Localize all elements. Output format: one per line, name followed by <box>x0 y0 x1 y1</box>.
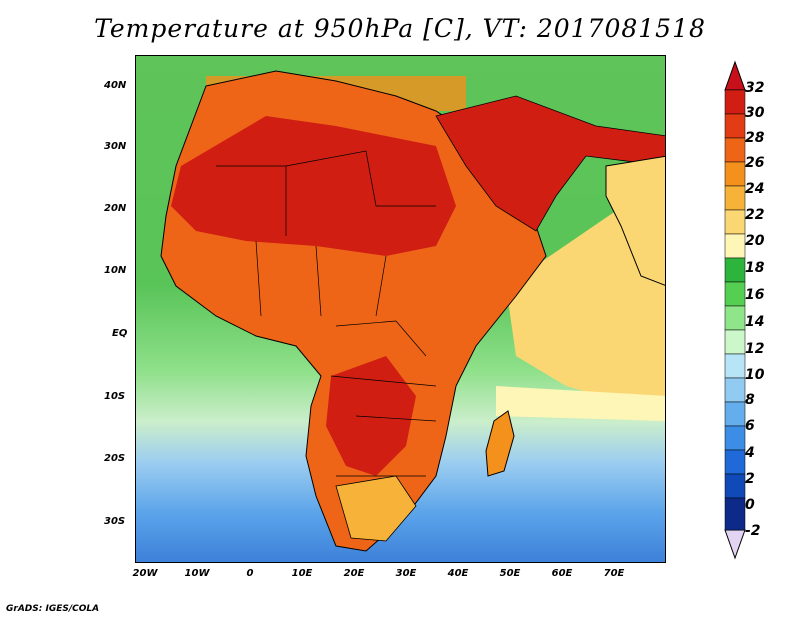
arabia-hot-core <box>435 95 665 232</box>
cb-swatch <box>724 137 746 163</box>
temperature-field <box>136 56 665 562</box>
colorbar <box>724 60 746 560</box>
lon-label: 20W <box>132 568 158 579</box>
southern-africa-hot-core <box>326 356 416 476</box>
colorbar-label: 20 <box>745 233 765 249</box>
lat-label: 20N <box>104 203 127 214</box>
lon-label: 10W <box>184 568 210 579</box>
colorbar-top-arrow <box>724 60 746 91</box>
cb-swatch <box>724 185 746 211</box>
colorbar-label: 6 <box>745 418 755 434</box>
lon-label: 60E <box>551 568 573 579</box>
colorbar-swatches <box>724 89 746 531</box>
cb-swatch <box>724 449 746 475</box>
colorbar-label: 26 <box>745 155 765 171</box>
colorbar-label: 24 <box>745 181 765 197</box>
cb-swatch <box>724 353 746 379</box>
colorbar-label: 4 <box>745 445 755 461</box>
colorbar-label: 18 <box>745 260 765 276</box>
lat-label: 30S <box>104 516 126 527</box>
country-borders <box>216 150 437 477</box>
lon-label: 70E <box>603 568 625 579</box>
cb-swatch <box>724 209 746 235</box>
map-plot-area <box>135 55 666 563</box>
colorbar-label: 2 <box>745 471 755 487</box>
lon-label: 10E <box>291 568 313 579</box>
lon-label: 30E <box>395 568 417 579</box>
lat-label: 30N <box>104 141 127 152</box>
lon-label: 40E <box>447 568 469 579</box>
india-landmass <box>605 155 665 286</box>
cb-swatch <box>724 425 746 451</box>
lon-label: 50E <box>499 568 521 579</box>
colorbar-label: 22 <box>745 207 765 223</box>
colorbar-label: 14 <box>745 314 765 330</box>
lat-label: 20S <box>104 453 126 464</box>
colorbar-label: -2 <box>745 523 761 539</box>
south-africa-cooler <box>335 475 417 542</box>
madagascar <box>485 410 515 477</box>
indian-ocean-field <box>496 386 665 421</box>
cb-swatch <box>724 473 746 499</box>
lat-label: 10N <box>104 265 127 276</box>
cb-swatch <box>724 377 746 403</box>
lon-label: 0 <box>246 568 254 579</box>
lat-label: EQ <box>112 328 128 339</box>
colorbar-label: 12 <box>745 341 765 357</box>
colorbar-label: 28 <box>745 130 765 146</box>
lat-label: 40N <box>104 80 127 91</box>
colorbar-bottom-arrow <box>724 529 746 560</box>
colorbar-label: 16 <box>745 287 765 303</box>
cb-swatch <box>724 329 746 355</box>
credit-text: GrADS: IGES/COLA <box>6 604 100 614</box>
lat-label: 10S <box>104 391 126 402</box>
colorbar-label: 10 <box>745 367 765 383</box>
colorbar-label: 8 <box>745 392 755 408</box>
cb-swatch <box>724 497 746 531</box>
cb-swatch <box>724 89 746 115</box>
cb-swatch <box>724 257 746 283</box>
cb-swatch <box>724 305 746 331</box>
cb-swatch <box>724 233 746 259</box>
cb-swatch <box>724 113 746 139</box>
colorbar-label: 30 <box>745 105 765 121</box>
cb-swatch <box>724 161 746 187</box>
sahara-hot-core <box>171 116 456 256</box>
lon-label: 20E <box>343 568 365 579</box>
cb-swatch <box>724 281 746 307</box>
cb-swatch <box>724 401 746 427</box>
colorbar-label: 0 <box>745 497 755 513</box>
chart-title: Temperature at 950hPa [C], VT: 201708151… <box>94 14 706 43</box>
colorbar-label: 32 <box>745 80 765 96</box>
